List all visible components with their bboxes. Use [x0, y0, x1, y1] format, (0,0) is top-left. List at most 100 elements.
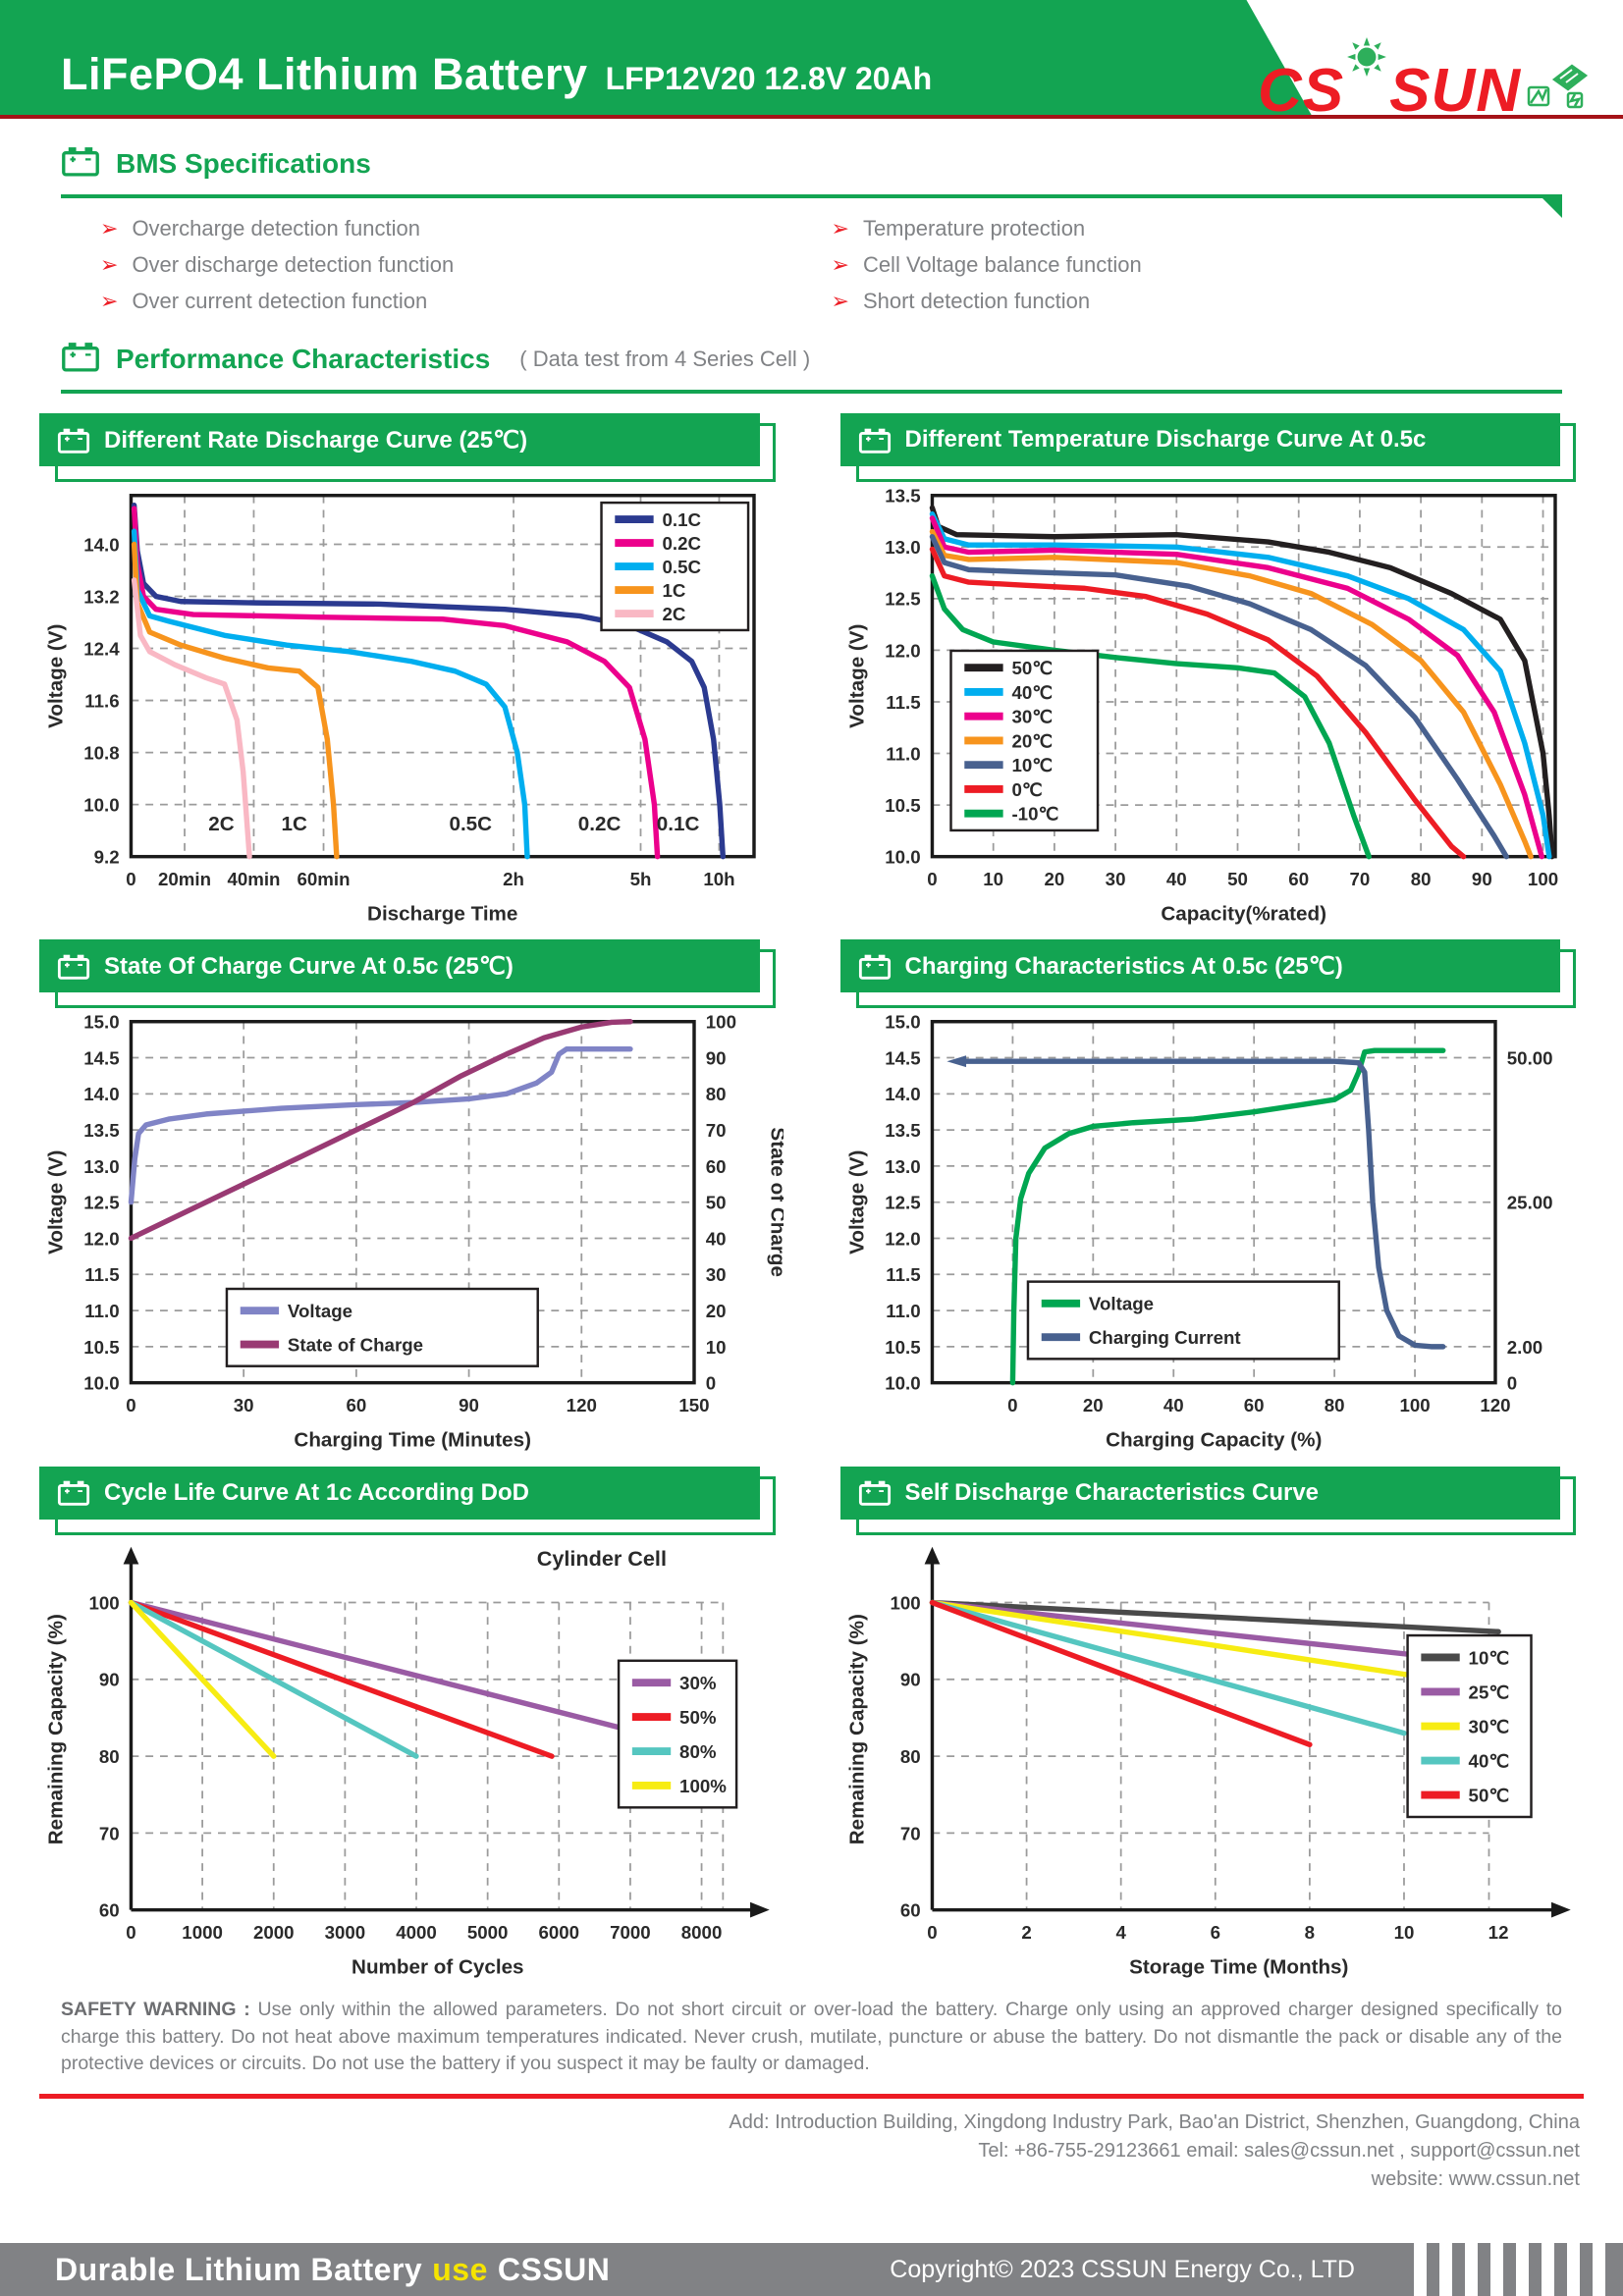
svg-text:12: 12	[1488, 1922, 1508, 1943]
chart-panel-charging: Charging Characteristics At 0.5c (25℃) 0 2…	[839, 939, 1585, 1460]
svg-text:14.0: 14.0	[885, 1085, 920, 1105]
chart-area: 0 30 60 90 120 150 10.0 10.5 11.0 11.5 12.0 12.5 13.…	[39, 1006, 784, 1460]
safety-warning: SAFETY WARNING : Use only within the all…	[61, 1997, 1562, 2078]
bullet-label: Overcharge detection function	[132, 216, 420, 240]
bullet-arrow-icon: ➢	[831, 216, 849, 240]
svg-text:2: 2	[1021, 1922, 1031, 1943]
svg-text:0.2C: 0.2C	[662, 533, 700, 554]
page-header: LiFePO4 Lithium Battery LFP12V20 12.8V 20…	[0, 0, 1623, 122]
svg-text:2C: 2C	[662, 604, 685, 624]
battery-icon	[61, 144, 100, 183]
svg-text:13.0: 13.0	[83, 1156, 119, 1177]
svg-text:12.0: 12.0	[885, 640, 920, 661]
svg-text:20: 20	[1082, 1396, 1103, 1416]
svg-text:Voltage (V): Voltage (V)	[45, 1150, 68, 1255]
sun-icon	[1346, 27, 1387, 88]
svg-text:80: 80	[1410, 869, 1431, 889]
svg-text:Voltage: Voltage	[1088, 1294, 1153, 1314]
svg-text:2000: 2000	[253, 1922, 295, 1943]
svg-text:12.5: 12.5	[885, 589, 920, 610]
svg-text:50: 50	[706, 1193, 727, 1213]
svg-text:10℃: 10℃	[1011, 755, 1053, 775]
svg-text:15.0: 15.0	[83, 1012, 119, 1033]
svg-text:0: 0	[927, 1922, 937, 1943]
svg-text:State of Charge: State of Charge	[288, 1335, 423, 1356]
svg-text:70: 70	[899, 1823, 920, 1843]
svg-text:0: 0	[706, 1373, 716, 1394]
performance-section-title: Performance Characteristics	[116, 343, 491, 374]
charts-grid: Different Rate Discharge Curve (25℃) 0 20m…	[0, 413, 1623, 1993]
svg-text:11.5: 11.5	[886, 692, 920, 713]
svg-text:70: 70	[1349, 869, 1370, 889]
chart-self-discharge: 0 2 4 6 8 10 12 60 70 80 90 100 Storage Time (Months…	[845, 1546, 1571, 1978]
chart-rate-discharge: 0 20min 40min 60min 2h 5h 10h 9.2 10.0 10.8 11.6 12…	[45, 494, 756, 926]
svg-text:0.1C: 0.1C	[657, 813, 700, 835]
svg-text:11.0: 11.0	[886, 1301, 920, 1321]
svg-text:90: 90	[706, 1048, 727, 1069]
svg-text:30℃: 30℃	[1468, 1716, 1509, 1736]
svg-text:11.0: 11.0	[886, 743, 920, 764]
bms-bullet-item: ➢ Temperature protection	[832, 216, 1563, 241]
chart-area: 0 2 4 6 8 10 12 60 70 80 90 100 Storage Time (Months…	[840, 1533, 1585, 1987]
svg-text:0: 0	[927, 869, 937, 889]
svg-text:12.5: 12.5	[885, 1193, 920, 1213]
svg-text:Number of Cycles: Number of Cycles	[352, 1955, 523, 1978]
svg-text:3000: 3000	[325, 1922, 366, 1943]
svg-text:100: 100	[1399, 1396, 1430, 1416]
svg-text:4000: 4000	[396, 1922, 437, 1943]
company-address-block: Add: Introduction Building, Xingdong Ind…	[43, 2109, 1580, 2194]
svg-text:0: 0	[126, 1922, 135, 1943]
svg-text:9.2: 9.2	[94, 847, 120, 868]
bms-bullet-item: ➢ Over discharge detection function	[100, 252, 832, 278]
chart-panel-header: State Of Charge Curve At 0.5c (25℃)	[39, 939, 775, 1009]
svg-text:12.5: 12.5	[83, 1193, 119, 1213]
svg-text:120: 120	[567, 1396, 597, 1416]
logo-cs-text: CS	[1257, 57, 1345, 125]
bullet-label: Over current detection function	[132, 289, 428, 313]
bottom-bar: Durable Lithium Battery use CSSUN Copyrigh…	[0, 2243, 1623, 2296]
product-title: LiFePO4 Lithium Battery	[61, 49, 588, 99]
svg-text:11.5: 11.5	[84, 1265, 119, 1286]
svg-text:1000: 1000	[182, 1922, 223, 1943]
bms-section-rule	[61, 194, 1562, 218]
svg-text:60: 60	[346, 1396, 366, 1416]
chart-panel-temp-discharge: Different Temperature Discharge Curve At…	[839, 413, 1585, 934]
svg-text:Charging Current: Charging Current	[1088, 1327, 1240, 1348]
svg-text:Remaining Capacity (%): Remaining Capacity (%)	[845, 1614, 868, 1844]
svg-text:25.00: 25.00	[1506, 1193, 1552, 1213]
svg-text:50℃: 50℃	[1468, 1785, 1509, 1805]
svg-text:50: 50	[1227, 869, 1248, 889]
bms-section-title: BMS Specifications	[116, 147, 371, 179]
svg-text:60: 60	[899, 1899, 920, 1920]
battery-icon	[57, 952, 90, 981]
svg-text:80: 80	[1324, 1396, 1344, 1416]
svg-text:0: 0	[126, 1396, 135, 1416]
safety-warning-label: SAFETY WARNING :	[61, 1999, 250, 2021]
bms-section: BMS Specifications ➢ Overcharge detection…	[0, 144, 1623, 314]
svg-text:1C: 1C	[662, 580, 685, 601]
svg-text:15.0: 15.0	[885, 1012, 920, 1033]
svg-text:80%: 80%	[679, 1741, 717, 1762]
svg-text:10.0: 10.0	[885, 847, 920, 868]
chart-charging: 0 20 40 60 80 100 120 10.0 10.5 11.0 11.5 12.0 12.5 1…	[845, 1012, 1552, 1452]
svg-text:25℃: 25℃	[1468, 1682, 1509, 1702]
svg-text:60: 60	[1288, 869, 1309, 889]
chart-panel-rate-discharge: Different Rate Discharge Curve (25℃) 0 20m…	[39, 413, 784, 934]
chart-title: Charging Characteristics At 0.5c (25℃)	[904, 952, 1343, 980]
chart-title: State Of Charge Curve At 0.5c (25℃)	[104, 952, 514, 980]
svg-text:13.5: 13.5	[83, 1120, 119, 1141]
svg-text:90: 90	[459, 1396, 479, 1416]
svg-text:10h: 10h	[703, 869, 734, 889]
svg-text:11.6: 11.6	[84, 690, 119, 711]
svg-text:0.5C: 0.5C	[449, 813, 492, 835]
address-line: Add: Introduction Building, Xingdong Ind…	[729, 2111, 1580, 2134]
svg-text:100: 100	[1527, 869, 1557, 889]
battery-icon	[858, 426, 892, 454]
svg-text:Charging Time (Minutes): Charging Time (Minutes)	[294, 1429, 531, 1452]
slogan-use: use	[432, 2251, 488, 2287]
svg-text:Voltage (V): Voltage (V)	[45, 624, 68, 728]
svg-text:8000: 8000	[681, 1922, 723, 1943]
svg-text:10.0: 10.0	[885, 1373, 920, 1394]
svg-text:10.5: 10.5	[885, 1337, 920, 1358]
svg-text:20: 20	[1044, 869, 1064, 889]
